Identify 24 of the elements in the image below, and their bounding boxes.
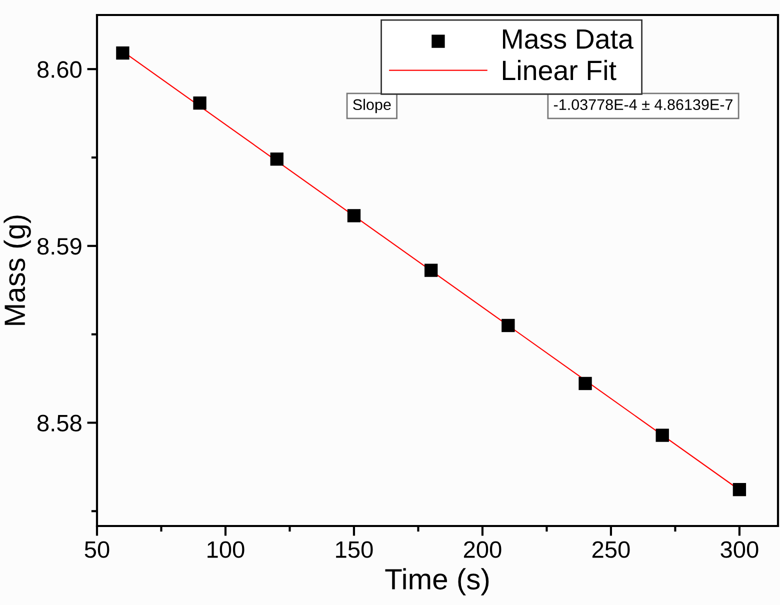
point [270, 152, 284, 166]
x-tick-label: 50 [84, 541, 110, 558]
x-tick-label: 300 [720, 541, 758, 558]
x-tick-label: 200 [464, 541, 502, 558]
point [502, 318, 515, 332]
y-tick-label: 8.59 [37, 238, 82, 255]
point [116, 46, 130, 60]
x-tick-label: 250 [592, 541, 630, 558]
y-axis-title: Mass (g) [4, 216, 31, 325]
point [193, 96, 206, 110]
y-tick-label: 8.60 [37, 61, 82, 78]
y-tick-label: 8.58 [37, 414, 82, 432]
point [578, 376, 592, 390]
x-tick-label: 150 [336, 541, 373, 558]
point [732, 482, 746, 496]
legend-label: Mass Data [502, 29, 634, 49]
point [347, 209, 361, 222]
point [424, 264, 438, 277]
annotation: Slope [353, 98, 391, 114]
x-axis-title: Time (s) [385, 568, 489, 596]
point [656, 428, 669, 442]
x-tick-label: 100 [208, 541, 244, 558]
legend-label: Linear Fit [502, 60, 616, 80]
annotation: -1.03778E-4 ± 4.86139E-7 [554, 99, 732, 110]
